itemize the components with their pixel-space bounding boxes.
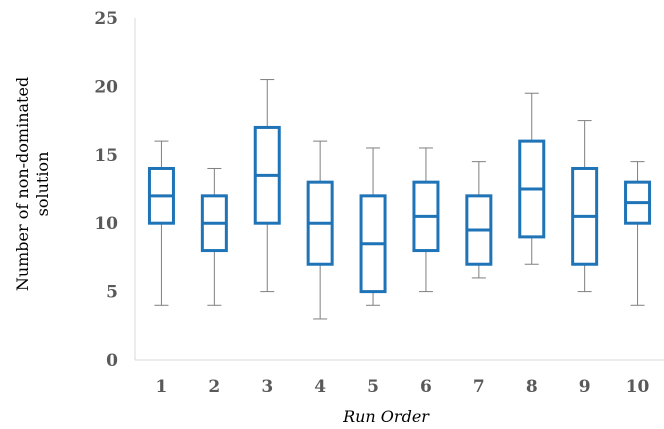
x-tick-label: 7	[473, 377, 485, 397]
x-axis-title: Run Order	[342, 407, 430, 426]
y-tick-label: 20	[94, 77, 118, 97]
y-tick-label: 25	[94, 9, 118, 29]
x-tick-label: 6	[420, 377, 432, 397]
y-tick-label: 15	[94, 146, 118, 166]
x-tick-label: 10	[626, 377, 650, 397]
y-axis-title-line-2: solution	[33, 152, 52, 217]
y-tick-label: 5	[106, 283, 118, 303]
x-tick-label: 1	[156, 377, 168, 397]
x-tick-label: 3	[261, 377, 273, 397]
x-tick-label: 4	[314, 377, 326, 397]
x-tick-label: 2	[208, 377, 220, 397]
plot-area: 0 5 10 15 20 25 1 2 3 4 5 6 7 8 9 10	[94, 9, 664, 397]
y-tick-label: 0	[106, 351, 118, 371]
y-tick-label: 10	[94, 214, 118, 234]
x-tick-label: 8	[526, 377, 538, 397]
x-tick-label: 5	[367, 377, 379, 397]
x-tick-label: 9	[579, 377, 591, 397]
y-axis-title-line-1: Number of non-dominated	[13, 77, 32, 291]
